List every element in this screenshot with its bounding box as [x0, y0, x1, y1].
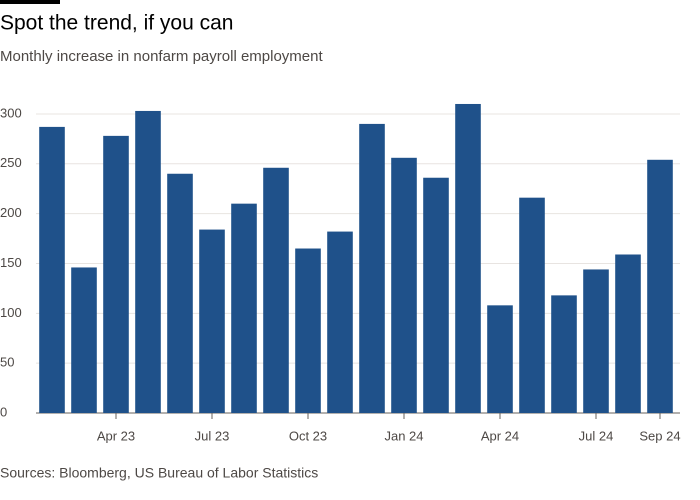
x-tick-label: Jul 23 [195, 428, 230, 443]
source-note: Sources: Bloomberg, US Bureau of Labor S… [0, 465, 318, 481]
bar [359, 123, 385, 413]
bar [551, 295, 577, 413]
bar [199, 229, 225, 413]
bar [455, 103, 481, 413]
y-tick-label: 300 [0, 105, 22, 120]
bar [103, 135, 129, 413]
bar [295, 248, 321, 413]
x-tick-label: Apr 24 [481, 428, 519, 443]
y-tick-label: 100 [0, 305, 22, 320]
bar [135, 110, 161, 414]
x-tick-label: Sep 24 [639, 428, 680, 443]
bar [391, 157, 417, 413]
bar [519, 197, 545, 413]
bar [327, 231, 353, 413]
y-tick-label: 50 [0, 355, 14, 370]
chart-subtitle: Monthly increase in nonfarm payroll empl… [0, 48, 323, 65]
bar [647, 159, 673, 413]
bar [71, 267, 97, 413]
x-tick-label: Jan 24 [384, 428, 423, 443]
x-tick-label: Apr 23 [97, 428, 135, 443]
bar [231, 203, 257, 413]
bar [263, 167, 289, 413]
bar [487, 305, 513, 413]
x-tick-label: Jul 24 [579, 428, 614, 443]
y-tick-label: 150 [0, 255, 22, 270]
bar [39, 126, 65, 413]
y-tick-label: 200 [0, 205, 22, 220]
y-tick-label: 0 [0, 404, 7, 419]
bar [583, 269, 609, 413]
bar [615, 254, 641, 413]
bar [423, 177, 449, 413]
y-tick-label: 250 [0, 155, 22, 170]
x-tick-label: Oct 23 [289, 428, 327, 443]
brand-bar [0, 0, 60, 4]
bar [167, 173, 193, 413]
chart-title: Spot the trend, if you can [0, 12, 233, 35]
